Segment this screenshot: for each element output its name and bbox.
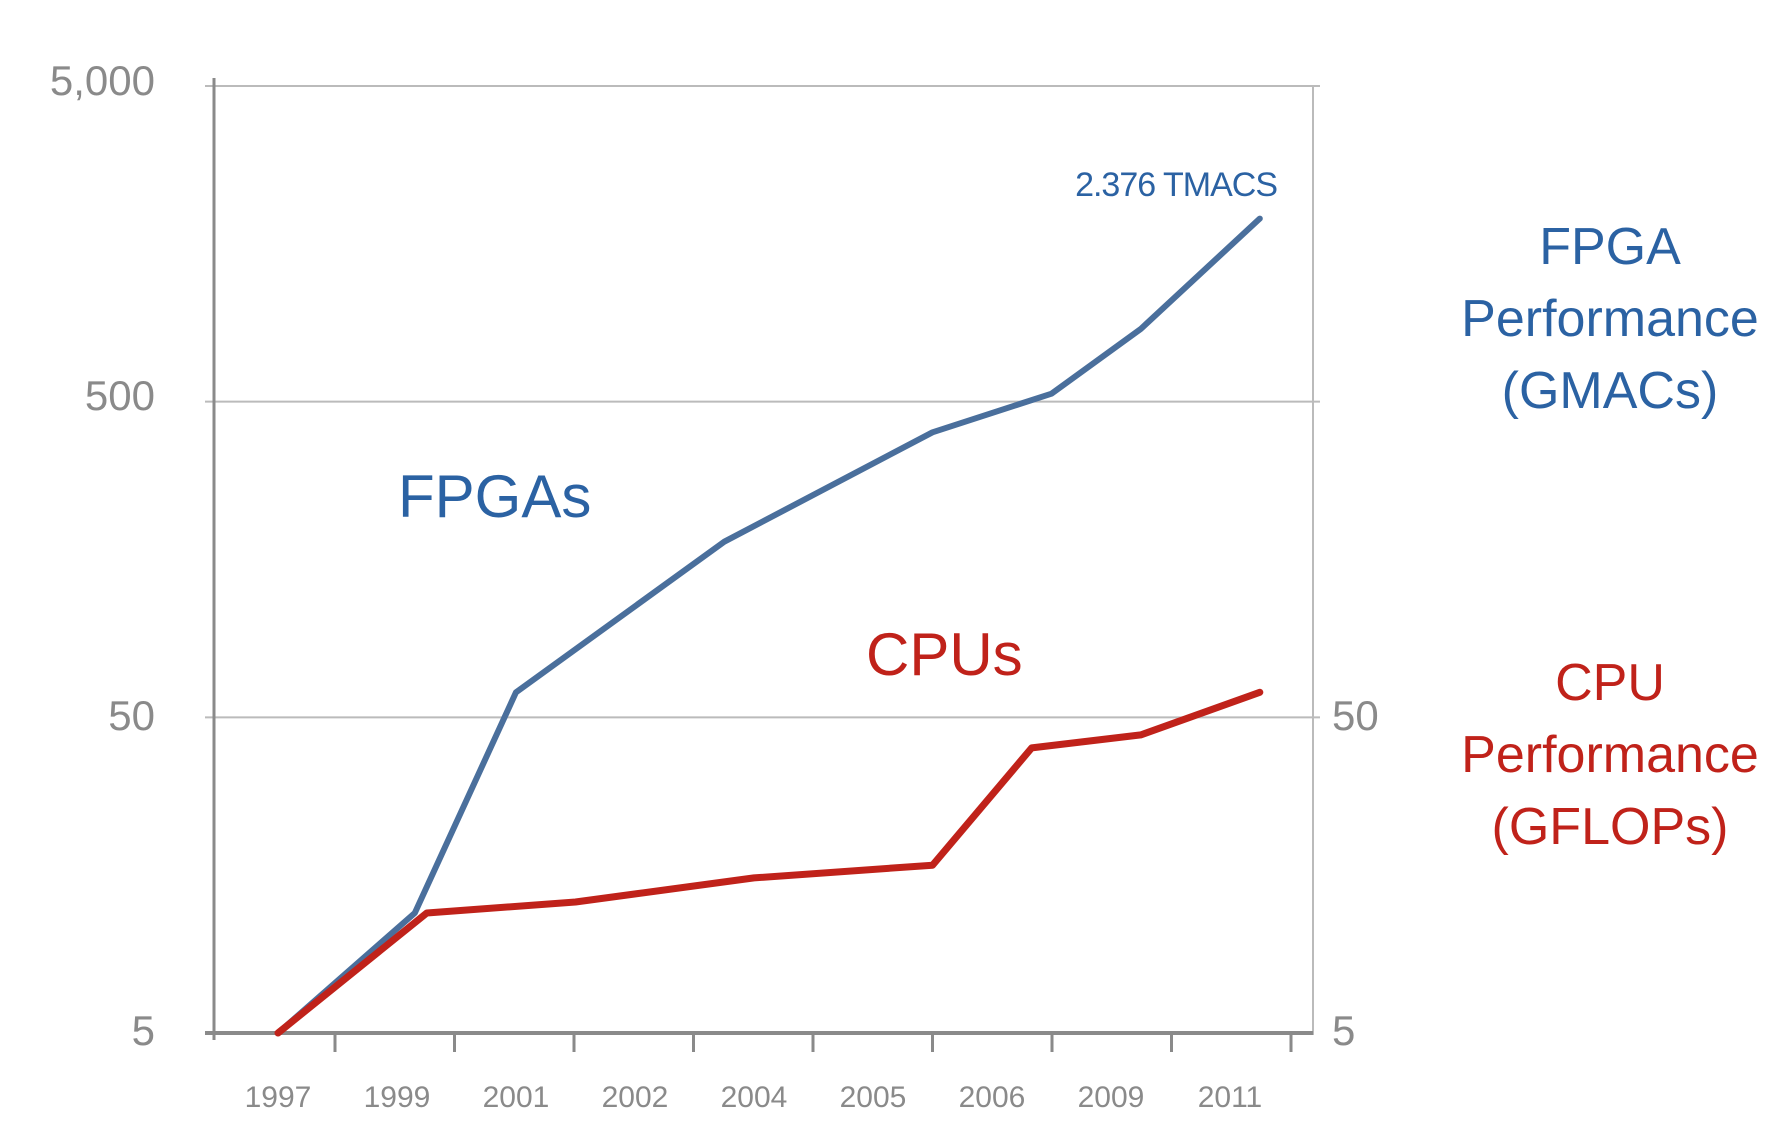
gridlines: [205, 85, 1320, 719]
fpga-series-line: [275, 215, 1263, 1036]
y-tick-label: 500: [85, 372, 155, 419]
cpu-axis-title-line: (GFLOPs): [1492, 798, 1729, 856]
y-tick-label-right: 5: [1332, 1007, 1355, 1054]
y-ticks-right: 50 5: [1332, 692, 1379, 1054]
x-tick-label: 2005: [840, 1081, 907, 1114]
x-tick-label: 1999: [364, 1081, 431, 1114]
y-tick-label: 5,000: [50, 57, 155, 104]
x-tick-label: 2011: [1198, 1081, 1263, 1114]
x-tick-label: 2001: [483, 1081, 550, 1114]
fpga-axis-title-line: (GMACs): [1502, 362, 1719, 420]
y-ticks-left: 5,000 500 50 5: [50, 57, 155, 1054]
cpu-axis-title: CPU Performance (GFLOPs): [1461, 654, 1759, 856]
fpga-axis-title: FPGA Performance (GMACs): [1461, 218, 1759, 420]
y-tick-label: 5: [132, 1007, 155, 1054]
fpga-axis-title-line: Performance: [1461, 290, 1759, 348]
cpu-axis-title-line: Performance: [1461, 726, 1759, 784]
peak-annotation: 2.376 TMACS: [1075, 166, 1277, 204]
cpu-series-line: [274, 688, 1264, 1037]
fpga-series-label: FPGAs: [398, 463, 591, 530]
y-tick-label-right: 50: [1332, 692, 1379, 739]
y-tick-label: 50: [108, 692, 155, 739]
cpu-axis-title-line: CPU: [1555, 654, 1665, 712]
x-tick-label: 1997: [245, 1081, 312, 1114]
x-tick-label: 2004: [721, 1081, 788, 1114]
x-ticks: 1997 1999 2001 2002 2004 2005 2006 2009 2011: [245, 1033, 1293, 1114]
cpu-series-label: CPUs: [866, 621, 1023, 688]
x-tick-label: 2006: [959, 1081, 1026, 1114]
fpga-axis-title-line: FPGA: [1539, 218, 1681, 276]
x-tick-label: 2002: [602, 1081, 669, 1114]
x-tick-label: 2009: [1078, 1081, 1145, 1114]
